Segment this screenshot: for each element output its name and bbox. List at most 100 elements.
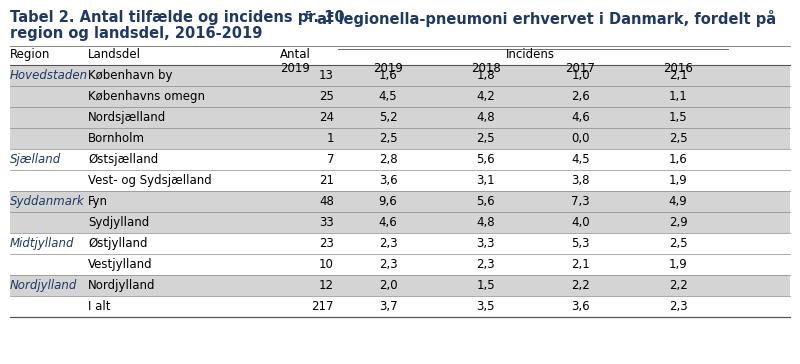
Text: 33: 33 bbox=[319, 216, 334, 229]
Text: Bornholm: Bornholm bbox=[88, 132, 145, 145]
Text: 5,6: 5,6 bbox=[476, 195, 495, 208]
Text: 1,8: 1,8 bbox=[476, 69, 495, 82]
Text: Københavns omegn: Københavns omegn bbox=[88, 90, 205, 103]
Bar bbox=[10, 170, 790, 191]
Text: 10: 10 bbox=[319, 258, 334, 271]
Text: 25: 25 bbox=[319, 90, 334, 103]
Text: 4,6: 4,6 bbox=[378, 216, 398, 229]
Bar bbox=[10, 86, 790, 107]
Text: 2,3: 2,3 bbox=[476, 258, 495, 271]
Text: 4,8: 4,8 bbox=[476, 216, 495, 229]
Text: Incidens: Incidens bbox=[506, 48, 554, 61]
Text: 4,6: 4,6 bbox=[571, 111, 590, 124]
Text: København by: København by bbox=[88, 69, 173, 82]
Text: 1,6: 1,6 bbox=[669, 153, 687, 166]
Text: 2,5: 2,5 bbox=[669, 132, 687, 145]
Bar bbox=[10, 212, 790, 233]
Text: Hovedstaden: Hovedstaden bbox=[10, 69, 88, 82]
Bar bbox=[10, 65, 790, 86]
Text: 217: 217 bbox=[311, 300, 334, 313]
Text: 5,2: 5,2 bbox=[378, 111, 398, 124]
Bar bbox=[10, 107, 790, 128]
Text: 4,9: 4,9 bbox=[669, 195, 687, 208]
Text: 4,8: 4,8 bbox=[476, 111, 495, 124]
Text: af legionella-pneumoni erhvervet i Danmark, fordelt på: af legionella-pneumoni erhvervet i Danma… bbox=[312, 10, 776, 27]
Text: 2,5: 2,5 bbox=[476, 132, 495, 145]
Bar bbox=[10, 149, 790, 170]
Text: 5,6: 5,6 bbox=[476, 153, 495, 166]
Text: Region: Region bbox=[10, 48, 50, 61]
Text: Vest- og Sydsjælland: Vest- og Sydsjælland bbox=[88, 174, 212, 187]
Text: 1,9: 1,9 bbox=[669, 258, 687, 271]
Text: 2,3: 2,3 bbox=[378, 258, 398, 271]
Text: 2,3: 2,3 bbox=[669, 300, 687, 313]
Text: 2,3: 2,3 bbox=[378, 237, 398, 250]
Text: 5: 5 bbox=[304, 11, 311, 21]
Text: 2,6: 2,6 bbox=[571, 90, 590, 103]
Text: Sydjylland: Sydjylland bbox=[88, 216, 150, 229]
Text: 1,5: 1,5 bbox=[669, 111, 687, 124]
Bar bbox=[10, 128, 790, 149]
Text: Antal: Antal bbox=[279, 48, 310, 61]
Text: 1,1: 1,1 bbox=[669, 90, 687, 103]
Text: 1,0: 1,0 bbox=[571, 69, 590, 82]
Text: 3,5: 3,5 bbox=[476, 300, 494, 313]
Text: 7,3: 7,3 bbox=[571, 195, 590, 208]
Text: 21: 21 bbox=[319, 174, 334, 187]
Text: 2,1: 2,1 bbox=[571, 258, 590, 271]
Text: Landsdel: Landsdel bbox=[88, 48, 141, 61]
Text: 2018: 2018 bbox=[470, 62, 500, 75]
Bar bbox=[10, 254, 790, 275]
Text: Tabel 2. Antal tilfælde og incidens pr. 10: Tabel 2. Antal tilfælde og incidens pr. … bbox=[10, 10, 345, 25]
Text: region og landsdel, 2016-2019: region og landsdel, 2016-2019 bbox=[10, 26, 262, 41]
Text: 4,2: 4,2 bbox=[476, 90, 495, 103]
Text: Midtjylland: Midtjylland bbox=[10, 237, 74, 250]
Text: Nordsjælland: Nordsjælland bbox=[88, 111, 166, 124]
Text: I alt: I alt bbox=[88, 300, 110, 313]
Text: 1: 1 bbox=[326, 132, 334, 145]
Text: 1,9: 1,9 bbox=[669, 174, 687, 187]
Text: 24: 24 bbox=[319, 111, 334, 124]
Text: 2,1: 2,1 bbox=[669, 69, 687, 82]
Text: 2017: 2017 bbox=[566, 62, 595, 75]
Text: 3,6: 3,6 bbox=[571, 300, 590, 313]
Text: 3,1: 3,1 bbox=[476, 174, 495, 187]
Text: 1,6: 1,6 bbox=[378, 69, 398, 82]
Text: Østsjælland: Østsjælland bbox=[88, 153, 158, 166]
Text: 3,7: 3,7 bbox=[378, 300, 398, 313]
Text: Østjylland: Østjylland bbox=[88, 237, 147, 250]
Text: 1,5: 1,5 bbox=[476, 279, 495, 292]
Text: Sjælland: Sjælland bbox=[10, 153, 62, 166]
Text: 0,0: 0,0 bbox=[571, 132, 590, 145]
Text: Fyn: Fyn bbox=[88, 195, 108, 208]
Text: 13: 13 bbox=[319, 69, 334, 82]
Text: 2,2: 2,2 bbox=[571, 279, 590, 292]
Text: Syddanmark: Syddanmark bbox=[10, 195, 85, 208]
Text: 2,9: 2,9 bbox=[669, 216, 687, 229]
Text: Nordjylland: Nordjylland bbox=[88, 279, 155, 292]
Text: 3,8: 3,8 bbox=[571, 174, 590, 187]
Text: 2,5: 2,5 bbox=[378, 132, 398, 145]
Text: 2,8: 2,8 bbox=[378, 153, 398, 166]
Text: 2,5: 2,5 bbox=[669, 237, 687, 250]
Bar bbox=[10, 275, 790, 296]
Bar bbox=[10, 233, 790, 254]
Text: 2016: 2016 bbox=[663, 62, 693, 75]
Text: Vestjylland: Vestjylland bbox=[88, 258, 153, 271]
Text: 4,5: 4,5 bbox=[571, 153, 590, 166]
Text: 2,2: 2,2 bbox=[669, 279, 687, 292]
Text: 2,0: 2,0 bbox=[378, 279, 398, 292]
Text: 23: 23 bbox=[319, 237, 334, 250]
Text: 4,0: 4,0 bbox=[571, 216, 590, 229]
Text: 9,6: 9,6 bbox=[378, 195, 398, 208]
Text: 7: 7 bbox=[326, 153, 334, 166]
Text: Nordjylland: Nordjylland bbox=[10, 279, 78, 292]
Text: 2019: 2019 bbox=[280, 62, 310, 75]
Text: 3,3: 3,3 bbox=[476, 237, 494, 250]
Text: 5,3: 5,3 bbox=[571, 237, 590, 250]
Text: 3,6: 3,6 bbox=[378, 174, 398, 187]
Bar bbox=[10, 191, 790, 212]
Text: 4,5: 4,5 bbox=[378, 90, 398, 103]
Text: 12: 12 bbox=[319, 279, 334, 292]
Text: 2019: 2019 bbox=[373, 62, 403, 75]
